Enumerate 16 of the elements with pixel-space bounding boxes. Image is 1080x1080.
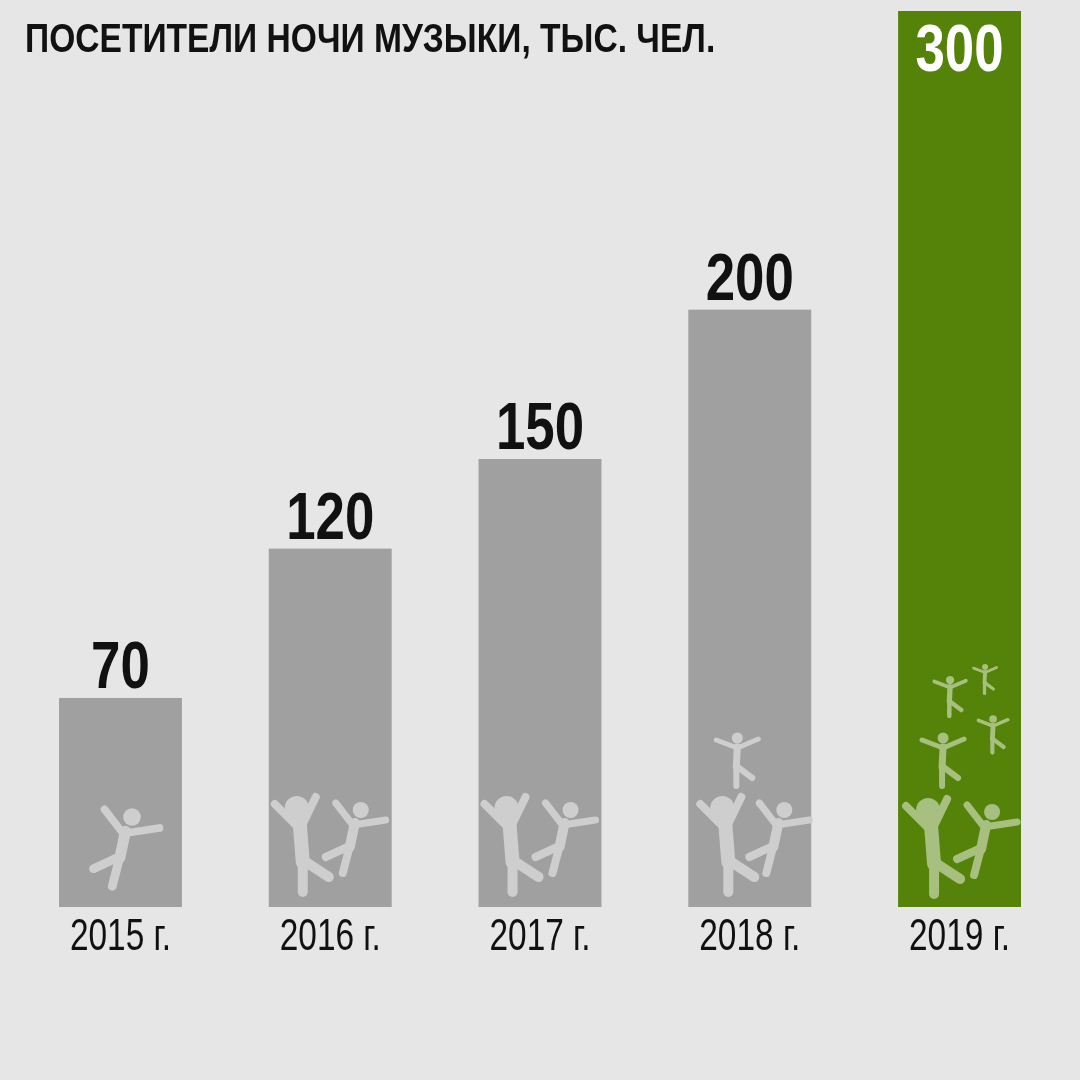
- data-label: 200: [705, 240, 794, 315]
- x-tick-label: 2015 г.: [69, 910, 171, 960]
- chart-title: ПОСЕТИТЕЛИ НОЧИ МУЗЫКИ, ТЫС. ЧЕЛ.: [25, 16, 716, 61]
- x-tick-label: 2018 г.: [699, 910, 801, 960]
- bar: [898, 11, 1021, 907]
- x-tick-label: 2017 г.: [489, 910, 591, 960]
- bar: [478, 459, 602, 907]
- bar: [268, 548, 392, 907]
- data-label: 120: [286, 478, 375, 553]
- data-label: 70: [91, 628, 150, 703]
- bar: [59, 697, 182, 907]
- x-tick-label: 2019 г.: [909, 910, 1011, 960]
- x-tick-label: 2016 г.: [279, 910, 381, 960]
- data-label: 150: [495, 389, 585, 464]
- data-label: 300: [915, 10, 1004, 85]
- bar: [688, 309, 812, 907]
